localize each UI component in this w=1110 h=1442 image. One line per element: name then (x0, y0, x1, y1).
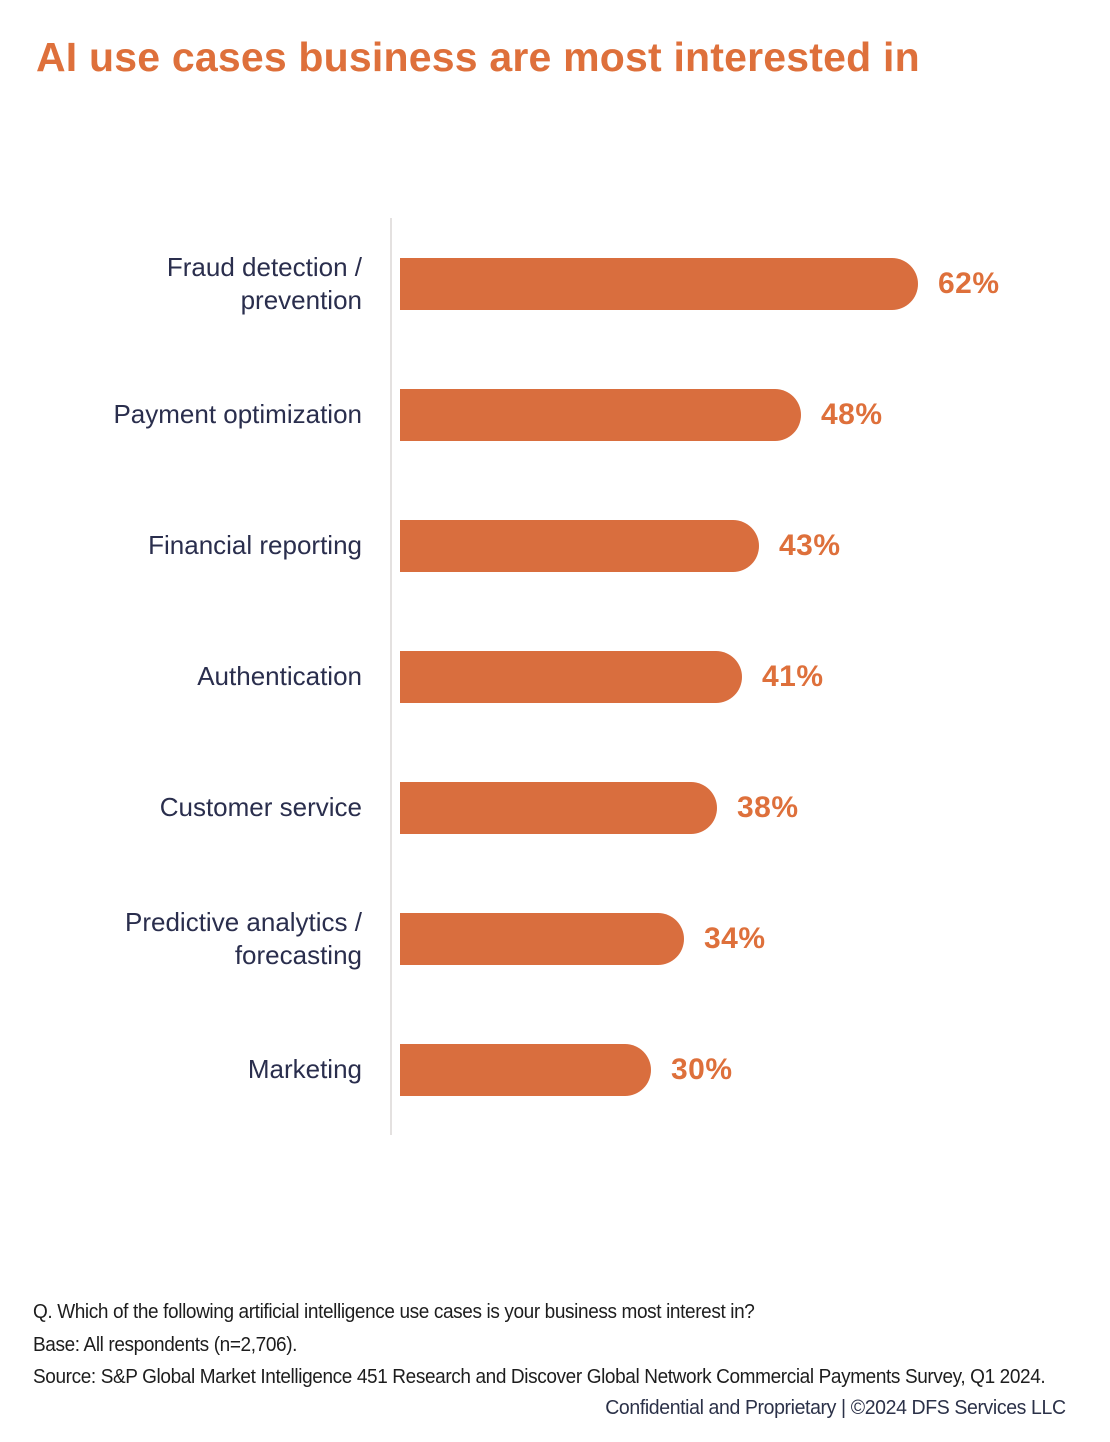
value-label: 62% (938, 266, 1000, 300)
value-label: 30% (671, 1052, 733, 1086)
bar (400, 912, 684, 965)
plot-area: 38% (390, 742, 1110, 873)
bar (400, 650, 742, 703)
category-label: Customer service (159, 792, 362, 822)
footnote-source: Source: S&P Global Market Intelligence 4… (33, 1366, 1046, 1388)
category-label: Marketing (247, 1054, 362, 1084)
plot-area: 41% (390, 611, 1110, 742)
category-label: Fraud detection / prevention (166, 251, 362, 315)
value-label: 48% (821, 397, 883, 431)
footnotes: Q. Which of the following artificial int… (33, 1296, 1099, 1394)
category-label: Payment optimization (113, 399, 362, 429)
category-label: Financial reporting (148, 530, 362, 560)
bar (400, 1043, 651, 1096)
plot-area: 34% (390, 873, 1110, 1004)
bar (400, 781, 717, 834)
chart-title: AI use cases business are most intereste… (36, 34, 920, 80)
footnote-base: Base: All respondents (n=2,706). (33, 1333, 298, 1356)
bar (400, 257, 918, 310)
footnote-question: Q. Which of the following artificial int… (33, 1301, 755, 1323)
chart-row: Fraud detection / prevention 62% (0, 218, 1110, 349)
bar (400, 388, 801, 441)
category-label: Predictive analytics / forecasting (125, 906, 362, 970)
chart-row: Payment optimization 48% (0, 349, 1110, 480)
bar (400, 519, 759, 572)
plot-area: 30% (390, 1004, 1110, 1135)
chart-row: Customer service 38% (0, 742, 1110, 873)
bar-chart: Fraud detection / prevention 62% Payment… (0, 218, 1110, 1135)
chart-row: Marketing 30% (0, 1004, 1110, 1135)
value-label: 43% (779, 528, 841, 562)
plot-area: 43% (390, 480, 1110, 611)
value-label: 34% (704, 921, 766, 955)
category-label: Authentication (197, 661, 362, 691)
confidential-notice: Confidential and Proprietary | ©2024 DFS… (605, 1396, 1067, 1419)
chart-row: Predictive analytics / forecasting 34% (0, 873, 1110, 1004)
chart-row: Financial reporting 43% (0, 480, 1110, 611)
value-label: 38% (737, 790, 799, 824)
plot-area: 62% (390, 218, 1110, 349)
chart-row: Authentication 41% (0, 611, 1110, 742)
plot-area: 48% (390, 349, 1110, 480)
value-label: 41% (762, 659, 824, 693)
